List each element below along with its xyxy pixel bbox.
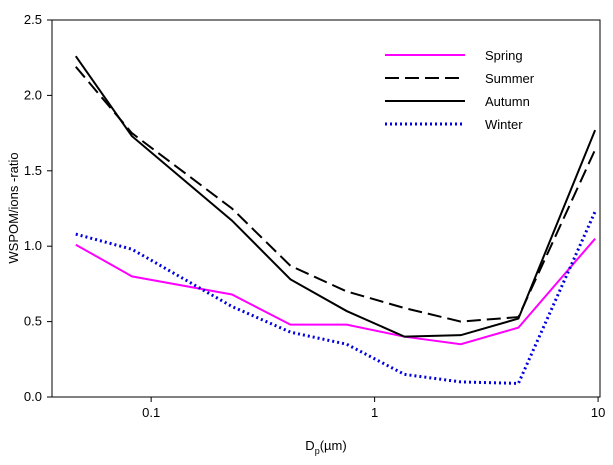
y-tick-label: 0.5 <box>24 314 42 329</box>
x-label-sub: p <box>315 446 320 456</box>
y-tick-label: 1.5 <box>24 163 42 178</box>
y-axis-label: WSPOM/ions -ratio <box>6 152 21 263</box>
legend-label: Autumn <box>485 94 530 109</box>
series-line <box>75 66 597 323</box>
y-tick-label: 2.5 <box>24 12 42 27</box>
y-tick-label: 0.0 <box>24 389 42 404</box>
x-label-unit: (µm) <box>320 438 347 453</box>
x-axis-label: Dp(µm) <box>305 438 346 456</box>
series-line <box>75 210 597 385</box>
y-tick-label: 1.0 <box>24 238 42 253</box>
x-tick-label: 10 <box>591 405 605 420</box>
x-label-main: D <box>305 438 314 453</box>
x-tick-label: 1 <box>371 405 378 420</box>
legend-label: Spring <box>485 48 523 63</box>
series-line <box>74 55 597 338</box>
x-tick-label: 0.1 <box>142 405 160 420</box>
plot-frame <box>51 19 601 398</box>
legend-label: Summer <box>485 71 535 86</box>
series-line <box>75 238 596 346</box>
legend-label: Winter <box>485 117 523 132</box>
y-tick-label: 2.0 <box>24 87 42 102</box>
